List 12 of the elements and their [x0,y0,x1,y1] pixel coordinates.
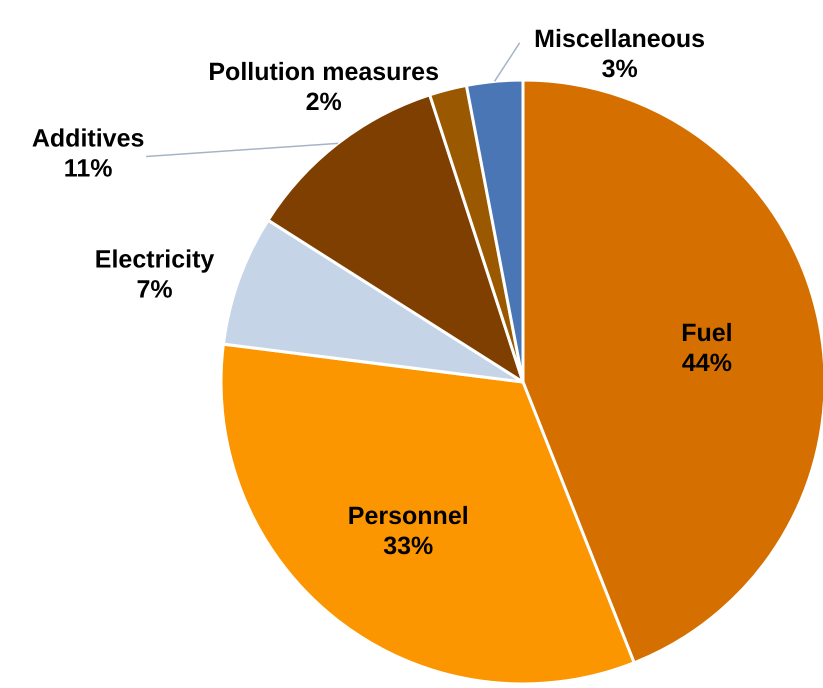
data-label: 2% [306,88,342,116]
slice-label: Additives [32,124,144,152]
slice-label: Pollution measures [208,58,439,86]
data-label: 44% [682,348,732,377]
slice-label: Electricity [94,245,214,274]
slice-label: Miscellaneous [534,24,706,53]
slice-label: Fuel [681,318,733,347]
slice-label: Personnel [348,502,469,530]
data-label: 11% [64,154,112,182]
data-label: 33% [383,532,434,560]
data-label: 7% [136,275,173,304]
data-label: 3% [602,54,638,83]
